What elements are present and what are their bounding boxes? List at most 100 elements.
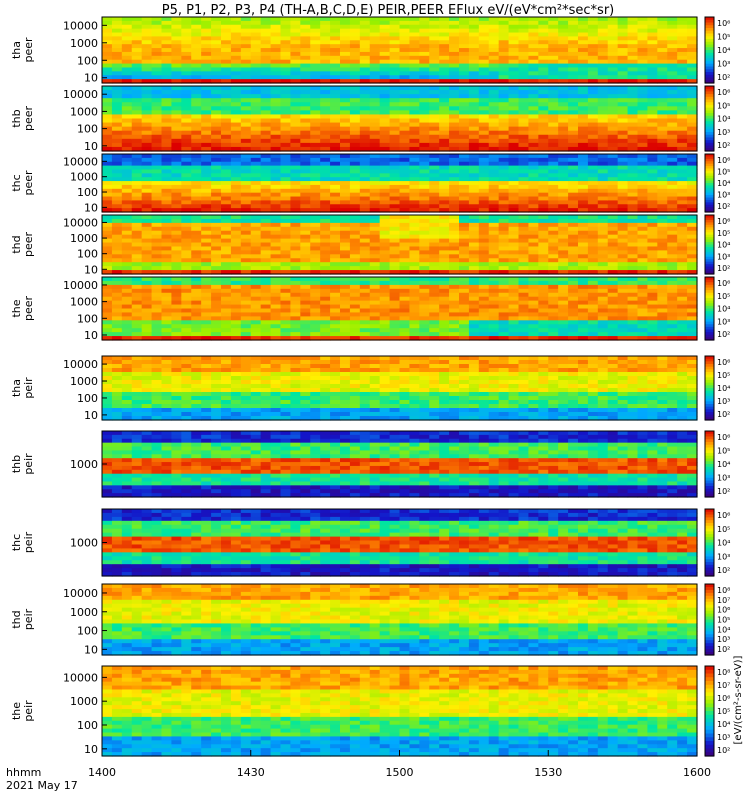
- heat-cell: [528, 28, 539, 34]
- heat-cell: [528, 226, 539, 232]
- heat-cell: [211, 196, 222, 201]
- heat-cell: [211, 284, 222, 290]
- heat-cell: [151, 24, 163, 30]
- heat-cell: [409, 71, 420, 76]
- heat-cell: [379, 161, 391, 167]
- heat-cell: [687, 17, 698, 22]
- heat-cell: [607, 110, 619, 116]
- heat-cell: [102, 90, 113, 95]
- heat-cell: [647, 154, 658, 159]
- heat-cell: [240, 222, 252, 228]
- heat-cell: [340, 284, 351, 290]
- heat-cell: [518, 79, 530, 84]
- heat-cell: [449, 262, 460, 267]
- heat-cell: [260, 296, 272, 302]
- heat-cell: [677, 246, 688, 251]
- heat-cell: [191, 146, 202, 152]
- heat-cell: [558, 196, 569, 201]
- heat-cell: [449, 106, 460, 111]
- heat-cell: [558, 292, 569, 298]
- heat-cell: [558, 184, 569, 190]
- heat-cell: [667, 258, 678, 263]
- heat-cell: [111, 246, 123, 251]
- heat-cell: [587, 63, 599, 69]
- heat-cell: [687, 24, 698, 30]
- heat-cell: [459, 270, 470, 275]
- heat-cell: [111, 360, 123, 365]
- heat-cell: [568, 177, 579, 182]
- heat-cell: [290, 134, 301, 140]
- heat-cell: [359, 173, 371, 178]
- heat-cell: [518, 304, 530, 310]
- heat-cell: [667, 71, 678, 76]
- heat-cell: [349, 192, 361, 198]
- heat-cell: [439, 332, 450, 337]
- heat-cell: [171, 40, 182, 45]
- heat-cell: [151, 17, 163, 22]
- heat-cell: [221, 24, 232, 30]
- heat-cell: [290, 258, 301, 263]
- heat-cell: [449, 222, 460, 228]
- heat-cell: [538, 181, 549, 186]
- heat-cell: [439, 110, 450, 116]
- heat-cell: [211, 138, 222, 144]
- heat-cell: [538, 79, 549, 84]
- heat-cell: [141, 71, 153, 76]
- heat-cell: [121, 392, 133, 397]
- heat-cell: [230, 142, 242, 148]
- heat-cell: [667, 200, 678, 205]
- heat-cell: [667, 254, 678, 259]
- heat-cell: [310, 173, 321, 178]
- heat-cell: [409, 75, 420, 80]
- heat-cell: [111, 218, 123, 224]
- heat-cell: [181, 316, 192, 321]
- heat-cell: [677, 20, 688, 26]
- heat-cell: [657, 44, 668, 49]
- heat-cell: [270, 173, 282, 178]
- heat-cell: [270, 200, 282, 205]
- heat-cell: [290, 20, 301, 26]
- heat-cell: [260, 51, 272, 57]
- heat-cell: [340, 71, 351, 76]
- heat-cell: [468, 67, 480, 72]
- heat-cell: [518, 177, 530, 182]
- heat-cell: [290, 98, 301, 103]
- heat-cell: [449, 266, 460, 271]
- colorbar-segment: [705, 113, 714, 117]
- heat-cell: [240, 238, 252, 244]
- heat-cell: [359, 254, 371, 259]
- heat-cell: [359, 114, 371, 120]
- heat-cell: [389, 215, 401, 220]
- heat-cell: [647, 254, 658, 259]
- heat-cell: [191, 177, 202, 182]
- heat-cell: [369, 218, 381, 224]
- heat-cell: [379, 196, 391, 201]
- heat-cell: [330, 288, 341, 294]
- heat-cell: [151, 304, 163, 310]
- heat-cell: [280, 118, 292, 124]
- heat-cell: [687, 40, 698, 45]
- heat-cell: [637, 308, 649, 314]
- heat-cell: [409, 32, 420, 38]
- heat-cell: [240, 169, 252, 174]
- heat-cell: [379, 284, 391, 290]
- heat-cell: [211, 230, 222, 236]
- heat-cell: [468, 181, 480, 186]
- heat-cell: [578, 122, 589, 128]
- heat-cell: [538, 280, 549, 286]
- heat-cell: [181, 20, 192, 26]
- heat-cell: [657, 98, 668, 103]
- heat-cell: [488, 63, 500, 69]
- colorbar-segment: [705, 17, 714, 21]
- heat-cell: [478, 308, 490, 314]
- heat-cell: [548, 328, 559, 333]
- heat-cell: [409, 161, 420, 167]
- heat-cell: [439, 67, 450, 72]
- heat-cell: [429, 24, 440, 30]
- heat-cell: [102, 126, 113, 132]
- heat-cell: [558, 90, 569, 95]
- heat-cell: [320, 165, 331, 171]
- heat-cell: [528, 250, 539, 255]
- heat-cell: [548, 238, 559, 244]
- heat-cell: [617, 114, 629, 120]
